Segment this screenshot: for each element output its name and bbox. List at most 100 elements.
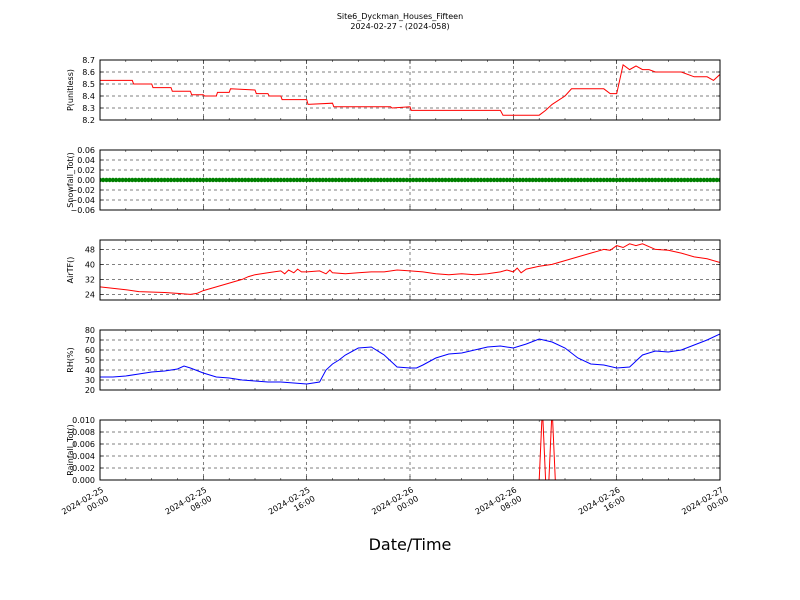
data-point: [495, 177, 500, 183]
data-point: [553, 177, 558, 183]
data-point: [537, 177, 542, 183]
data-point: [152, 177, 158, 183]
data-point: [346, 177, 351, 183]
data-point: [462, 177, 468, 183]
data-point: [220, 177, 225, 183]
data-point: [227, 177, 232, 183]
y-tick-label: 8.2: [82, 116, 95, 125]
data-point: [246, 177, 251, 183]
data-point: [262, 177, 267, 183]
data-point: [601, 177, 606, 183]
data-point: [520, 177, 526, 183]
data-point: [578, 177, 584, 183]
data-point: [620, 177, 626, 183]
data-point: [340, 177, 345, 183]
data-point: [714, 177, 719, 183]
data-point: [333, 177, 338, 183]
data-point: [201, 177, 206, 183]
data-point: [214, 177, 219, 183]
data-point: [314, 177, 319, 183]
figure-title-line2: 2024-02-27 - (2024-058): [350, 22, 449, 31]
data-point: [391, 177, 397, 183]
data-point: [688, 177, 694, 183]
data-point: [682, 177, 687, 183]
series-line: [100, 420, 720, 480]
y-tick-label: 8.6: [82, 68, 95, 77]
data-point: [278, 177, 283, 183]
data-point: [662, 177, 668, 183]
data-point: [407, 177, 413, 183]
data-point: [401, 177, 406, 183]
y-tick-label: 0.00: [77, 176, 95, 185]
axes-frame: [99, 329, 721, 391]
data-point: [530, 177, 535, 183]
data-point: [701, 177, 707, 183]
data-point: [465, 177, 471, 183]
subplot-3: 24 32 40 48 AirTF(): [66, 239, 721, 301]
data-point: [478, 177, 484, 183]
data-point: [149, 177, 154, 183]
data-point: [527, 177, 532, 183]
data-point: [291, 177, 296, 183]
data-point: [178, 177, 183, 183]
data-point: [433, 177, 438, 183]
data-point: [113, 177, 119, 183]
data-point: [265, 177, 271, 183]
data-point: [294, 177, 300, 183]
data-point: [230, 177, 235, 183]
data-point: [352, 177, 358, 183]
data-point: [630, 177, 635, 183]
data-point: [617, 177, 623, 183]
data-point: [679, 177, 684, 183]
data-point: [378, 177, 384, 183]
data-point: [575, 177, 581, 183]
data-point: [524, 177, 529, 183]
data-point: [459, 177, 464, 183]
y-tick-label: 30: [85, 376, 95, 385]
data-point: [507, 177, 513, 183]
series-line: [100, 63, 720, 116]
data-point: [330, 177, 335, 183]
data-point: [511, 177, 516, 183]
data-point: [675, 177, 681, 183]
data-point: [239, 177, 245, 183]
data-point: [194, 177, 200, 183]
data-point: [417, 177, 422, 183]
data-point: [146, 177, 151, 183]
data-point: [685, 177, 690, 183]
data-point: [404, 177, 409, 183]
data-point: [469, 177, 474, 183]
data-point: [637, 177, 642, 183]
data-point: [436, 177, 442, 183]
data-point: [559, 177, 564, 183]
data-point: [501, 177, 506, 183]
axes-frame: [99, 239, 721, 301]
data-point: [275, 177, 280, 183]
data-point: [223, 177, 229, 183]
data-point: [443, 177, 448, 183]
axes-frame: [99, 419, 721, 481]
data-point: [362, 177, 367, 183]
data-point: [698, 177, 703, 183]
data-point: [650, 177, 655, 183]
data-point: [711, 177, 716, 183]
data-point: [181, 177, 187, 183]
data-point: [317, 177, 322, 183]
y-axis-label: RH(%): [66, 347, 75, 372]
data-point: [130, 177, 135, 183]
y-tick-label: 70: [85, 336, 95, 345]
data-point: [288, 177, 293, 183]
data-point: [692, 177, 697, 183]
data-point: [307, 177, 313, 183]
data-point: [249, 177, 254, 183]
data-point: [281, 177, 287, 183]
y-tick-label: 32: [85, 275, 95, 284]
data-point: [382, 177, 387, 183]
subplot-5: 0.000 0.002 0.004 0.006 0.008 0.010Rainfall_T…: [66, 416, 721, 485]
data-point: [485, 177, 490, 183]
data-point: [624, 177, 629, 183]
y-tick-label: −0.04: [70, 196, 95, 205]
data-point: [562, 177, 568, 183]
data-point: [101, 177, 106, 183]
data-point: [110, 177, 116, 183]
